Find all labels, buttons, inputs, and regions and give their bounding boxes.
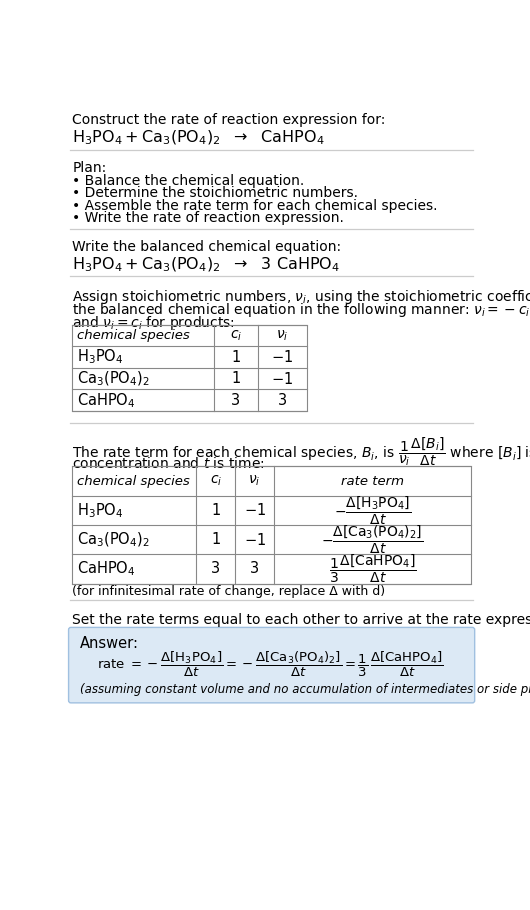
Text: • Determine the stoichiometric numbers.: • Determine the stoichiometric numbers.	[73, 187, 358, 200]
Text: • Balance the chemical equation.: • Balance the chemical equation.	[73, 174, 305, 187]
FancyBboxPatch shape	[68, 627, 475, 703]
Text: rate $= -\dfrac{\Delta[\mathrm{H_3PO_4}]}{\Delta t} = -\dfrac{\Delta[\mathrm{Ca_: rate $= -\dfrac{\Delta[\mathrm{H_3PO_4}]…	[97, 650, 444, 679]
Text: the balanced chemical equation in the following manner: $\nu_i = -c_i$ for react: the balanced chemical equation in the fo…	[73, 301, 530, 318]
Text: 3: 3	[211, 561, 220, 576]
Text: Construct the rate of reaction expression for:: Construct the rate of reaction expressio…	[73, 113, 386, 127]
Text: $\nu_i$: $\nu_i$	[249, 474, 261, 489]
Text: 3: 3	[278, 393, 287, 408]
Text: and $\nu_i = c_i$ for products:: and $\nu_i = c_i$ for products:	[73, 314, 235, 332]
Text: $\mathrm{H_3PO_4 + Ca_3(PO_4)_2 \ \ \rightarrow \ \ 3\ CaHPO_4}$: $\mathrm{H_3PO_4 + Ca_3(PO_4)_2 \ \ \rig…	[73, 256, 340, 274]
Text: rate term: rate term	[341, 475, 404, 488]
Text: • Write the rate of reaction expression.: • Write the rate of reaction expression.	[73, 211, 344, 225]
Text: Write the balanced chemical equation:: Write the balanced chemical equation:	[73, 240, 341, 254]
Text: $\mathrm{Ca_3(PO_4)_2}$: $\mathrm{Ca_3(PO_4)_2}$	[77, 369, 150, 388]
Text: $\nu_i$: $\nu_i$	[276, 329, 289, 343]
Text: • Assemble the rate term for each chemical species.: • Assemble the rate term for each chemic…	[73, 198, 438, 213]
Text: Set the rate terms equal to each other to arrive at the rate expression:: Set the rate terms equal to each other t…	[73, 612, 530, 627]
Text: chemical species: chemical species	[77, 475, 190, 488]
Bar	[73, 325, 306, 411]
Text: $\mathrm{H_3PO_4 + Ca_3(PO_4)_2 \ \ \rightarrow \ \ CaHPO_4}$: $\mathrm{H_3PO_4 + Ca_3(PO_4)_2 \ \ \rig…	[73, 128, 325, 147]
Text: (for infinitesimal rate of change, replace Δ with d): (for infinitesimal rate of change, repla…	[73, 585, 386, 598]
Bar	[73, 467, 471, 583]
Text: 3: 3	[250, 561, 259, 576]
Text: Plan:: Plan:	[73, 161, 107, 175]
Text: $\mathrm{H_3PO_4}$: $\mathrm{H_3PO_4}$	[77, 348, 123, 367]
Text: chemical species: chemical species	[77, 329, 190, 342]
Text: $\mathrm{H_3PO_4}$: $\mathrm{H_3PO_4}$	[77, 501, 123, 520]
Text: 1: 1	[232, 349, 241, 365]
Text: 3: 3	[232, 393, 241, 408]
Text: $c_i$: $c_i$	[230, 329, 242, 343]
Text: 1: 1	[211, 503, 220, 518]
Text: (assuming constant volume and no accumulation of intermediates or side products): (assuming constant volume and no accumul…	[80, 682, 530, 696]
Text: $c_i$: $c_i$	[210, 474, 222, 489]
Text: $\mathrm{Ca_3(PO_4)_2}$: $\mathrm{Ca_3(PO_4)_2}$	[77, 531, 150, 549]
Text: concentration and $t$ is time:: concentration and $t$ is time:	[73, 456, 265, 470]
Text: $\dfrac{1}{3}\dfrac{\Delta[\mathrm{CaHPO_4}]}{\Delta t}$: $\dfrac{1}{3}\dfrac{\Delta[\mathrm{CaHPO…	[329, 552, 416, 585]
Text: $-1$: $-1$	[271, 370, 294, 387]
Text: $\mathrm{CaHPO_4}$: $\mathrm{CaHPO_4}$	[77, 560, 136, 578]
Text: 1: 1	[211, 532, 220, 547]
Text: $-1$: $-1$	[243, 531, 266, 548]
Text: 1: 1	[232, 371, 241, 386]
Text: Assign stoichiometric numbers, $\nu_i$, using the stoichiometric coefficients, $: Assign stoichiometric numbers, $\nu_i$, …	[73, 288, 530, 306]
Text: $-1$: $-1$	[271, 349, 294, 365]
Text: $-1$: $-1$	[243, 502, 266, 519]
Text: $-\dfrac{\Delta[\mathrm{Ca_3(PO_4)_2}]}{\Delta t}$: $-\dfrac{\Delta[\mathrm{Ca_3(PO_4)_2}]}{…	[321, 523, 423, 556]
Text: $\mathrm{CaHPO_4}$: $\mathrm{CaHPO_4}$	[77, 391, 136, 410]
Text: Answer:: Answer:	[80, 636, 139, 651]
Text: The rate term for each chemical species, $B_i$, is $\dfrac{1}{\nu_i}\dfrac{\Delt: The rate term for each chemical species,…	[73, 436, 530, 469]
Text: $-\dfrac{\Delta[\mathrm{H_3PO_4}]}{\Delta t}$: $-\dfrac{\Delta[\mathrm{H_3PO_4}]}{\Delt…	[334, 494, 411, 527]
